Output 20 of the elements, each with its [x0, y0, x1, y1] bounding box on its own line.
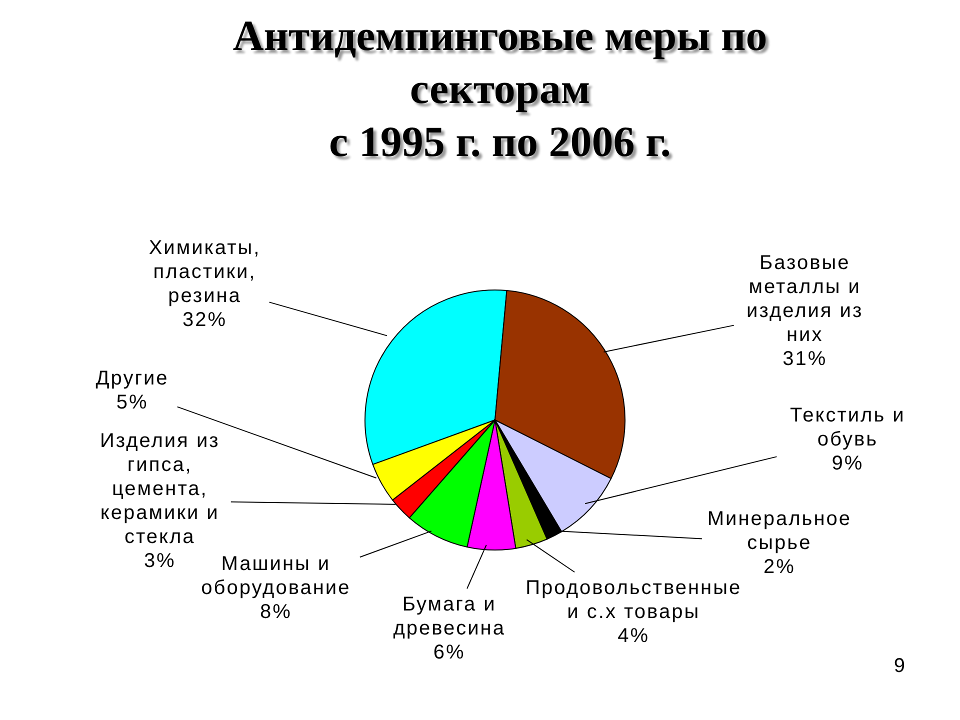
data-label: 6%	[433, 642, 466, 664]
data-label: 3%	[144, 550, 176, 572]
data-label: 31%	[782, 348, 828, 370]
slice-label: Изделия из гипса, цемента, керамики и стекла	[100, 430, 220, 548]
data-label: 9%	[832, 452, 864, 474]
slice-label: Другие	[96, 368, 169, 390]
slice-label: Продовольственные и с.х товары	[526, 577, 742, 624]
data-label: 32%	[182, 308, 228, 331]
slice-label: Текстиль и обувь	[790, 404, 906, 450]
slice-label: Бумага и древесина	[393, 594, 506, 640]
data-label: 5%	[116, 392, 148, 414]
data-label: 4%	[618, 625, 650, 648]
chart-title: Антидемпинговые меры по секторам с 1995 г. по 2006 г.	[232, 12, 768, 168]
slice-label: Машины и оборудование	[201, 552, 351, 599]
data-label: 2%	[763, 556, 796, 578]
text: 9	[894, 655, 905, 678]
data-label: 8%	[260, 600, 292, 623]
slice-label: Базовые металлы и изделия из них	[746, 252, 864, 346]
slice-label: Химикаты, пластики, резина	[148, 236, 261, 307]
slice-label: Минеральное сырье	[707, 508, 852, 554]
